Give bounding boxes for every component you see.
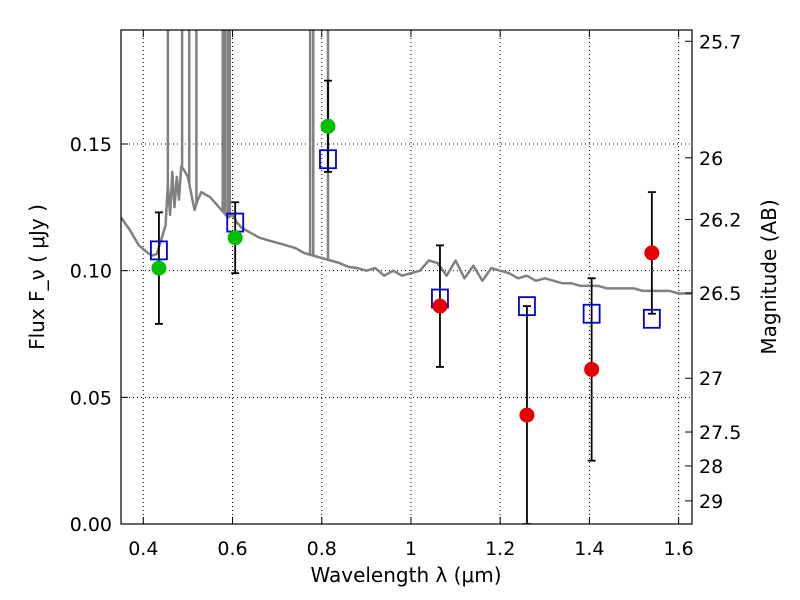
x-tick-label: 1	[405, 538, 417, 560]
model-square-marker	[642, 308, 661, 329]
right-tick-label: 27.5	[699, 422, 741, 444]
observed-point-marker	[644, 245, 660, 261]
right-tick-label: 29	[699, 491, 723, 513]
observed-point-marker	[227, 230, 243, 246]
right-tick-label: 26	[699, 148, 723, 170]
x-axis-label: Wavelength λ (μm)	[310, 563, 501, 587]
y-tick-label: 0.10	[70, 261, 112, 283]
observed-point-marker	[320, 118, 336, 134]
x-tick-label: 0.8	[307, 538, 337, 560]
y-tick-label: 0.15	[70, 134, 112, 156]
model-square-marker	[582, 303, 601, 324]
observed-point-marker	[151, 260, 167, 276]
x-tick-label: 1.4	[574, 538, 604, 560]
plot-frame	[120, 29, 693, 525]
observed-point-marker	[519, 407, 535, 423]
right-tick-label: 27	[699, 368, 723, 390]
data-markers	[150, 118, 661, 423]
y-tick-label: 0.05	[70, 387, 112, 409]
x-tick-label: 1.2	[485, 538, 515, 560]
y-tick-label: 0.00	[70, 514, 112, 536]
observed-point-marker	[584, 361, 600, 377]
right-axis-label: Magnitude (AB)	[757, 199, 781, 354]
model-square-marker	[518, 296, 536, 317]
right-tick-label: 28	[699, 456, 723, 478]
tick-labels: 0.4 0.6 0.8 1 1.2 1.4 1.6 0.00 0.05 0.10 0.15 25.7 2…	[70, 31, 742, 560]
right-tick-label: 26.2	[699, 209, 741, 231]
axis-ticks	[121, 30, 692, 525]
x-tick-label: 0.4	[128, 538, 158, 560]
model-spectrum	[121, 30, 692, 295]
x-tick-label: 1.6	[664, 538, 694, 560]
x-tick-label: 0.6	[217, 538, 247, 560]
observed-point-marker	[432, 298, 448, 314]
model-square-marker	[319, 149, 337, 170]
spectrum-line	[121, 165, 692, 295]
right-tick-label: 25.7	[699, 31, 741, 53]
y-axis-label: Flux F_ν ( μJy )	[25, 204, 49, 350]
right-tick-label: 26.5	[699, 283, 741, 305]
model-square-marker	[150, 240, 168, 261]
grid-lines	[121, 30, 692, 525]
